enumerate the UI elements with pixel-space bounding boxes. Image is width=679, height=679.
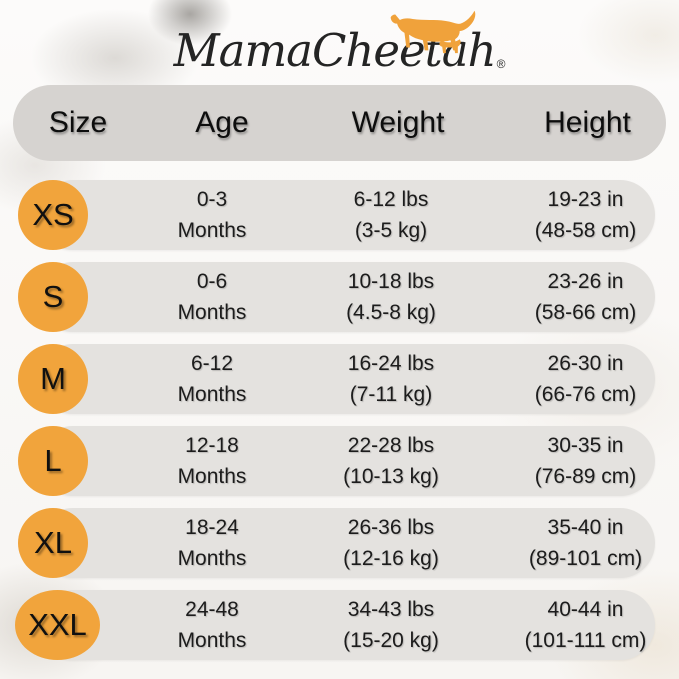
size-badge: M — [18, 344, 88, 414]
size-badge: S — [18, 262, 88, 332]
height-cell: 19-23 in (48-58 cm) — [534, 188, 637, 242]
header-grid: Size Age Weight Height — [13, 85, 666, 161]
size-row-s: 0-6 Months 10-18 lbs (4.5-8 kg) 23-26 in (5… — [0, 262, 679, 332]
age-cell: 24-48 Months — [177, 598, 247, 652]
height-cell: 26-30 in (66-76 cm) — [534, 352, 637, 406]
size-row-xs: 0-3 Months 6-12 lbs (3-5 kg) 19-23 in (48-5… — [0, 180, 679, 250]
age-cell: 0-3 Months — [177, 188, 247, 242]
cheetah-icon — [390, 10, 475, 54]
size-row-xl: 18-24 Months 26-36 lbs (12-16 kg) 35-40 in… — [0, 508, 679, 578]
size-badge: XXL — [15, 590, 100, 660]
row-pill — [38, 180, 655, 250]
height-cell: 30-35 in (76-89 cm) — [534, 434, 637, 488]
row-pill — [38, 262, 655, 332]
size-row-l: 12-18 Months 22-28 lbs (10-13 kg) 30-35 in… — [0, 426, 679, 496]
size-row-m: 6-12 Months 16-24 lbs (7-11 kg) 26-30 in (6… — [0, 344, 679, 414]
size-badge: XL — [18, 508, 88, 578]
weight-cell: 16-24 lbs (7-11 kg) — [347, 352, 435, 406]
age-cell: 6-12 Months — [177, 352, 247, 406]
weight-cell: 34-43 lbs (15-20 kg) — [343, 598, 439, 652]
weight-cell: 6-12 lbs (3-5 kg) — [353, 188, 429, 242]
height-cell: 40-44 in (101-111 cm) — [524, 598, 647, 652]
header-cell-height: Height — [544, 106, 631, 139]
header-row: Size Age Weight Height — [13, 85, 666, 161]
header-cell-age: Age — [195, 106, 249, 139]
age-cell: 18-24 Months — [177, 516, 247, 570]
row-pill — [38, 508, 655, 578]
size-badge: XS — [18, 180, 88, 250]
age-cell: 12-18 Months — [177, 434, 247, 488]
size-rows: 0-3 Months 6-12 lbs (3-5 kg) 19-23 in (48-5… — [0, 180, 679, 660]
header-cell-size: Size — [48, 106, 108, 139]
brand-logo: MamaCheetah ® — [0, 0, 679, 85]
height-cell: 23-26 in (58-66 cm) — [534, 270, 637, 324]
weight-cell: 10-18 lbs (4.5-8 kg) — [346, 270, 436, 324]
registered-mark: ® — [496, 57, 506, 71]
weight-cell: 22-28 lbs (10-13 kg) — [343, 434, 439, 488]
row-pill — [38, 426, 655, 496]
height-cell: 35-40 in (89-101 cm) — [528, 516, 643, 570]
row-pill — [38, 590, 655, 660]
size-row-xxl: 24-48 Months 34-43 lbs (15-20 kg) 40-44 in… — [0, 590, 679, 660]
age-cell: 0-6 Months — [177, 270, 247, 324]
row-pill — [38, 344, 655, 414]
size-badge: L — [18, 426, 88, 496]
weight-cell: 26-36 lbs (12-16 kg) — [343, 516, 439, 570]
header-cell-weight: Weight — [351, 106, 445, 139]
